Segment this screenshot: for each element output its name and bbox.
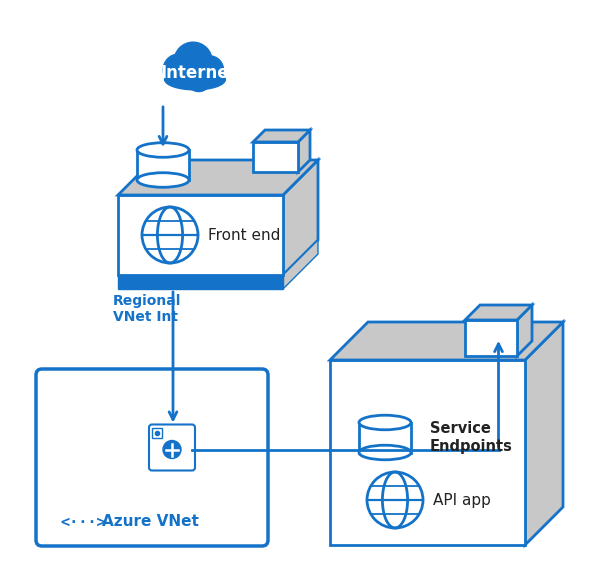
- FancyBboxPatch shape: [36, 369, 268, 546]
- Text: Azure VNet: Azure VNet: [102, 515, 199, 529]
- Ellipse shape: [137, 173, 189, 187]
- Circle shape: [163, 441, 181, 458]
- Polygon shape: [517, 305, 532, 356]
- Polygon shape: [118, 160, 318, 195]
- Polygon shape: [137, 150, 189, 180]
- Polygon shape: [330, 322, 563, 360]
- Text: API app: API app: [433, 493, 491, 507]
- Polygon shape: [283, 160, 318, 275]
- FancyBboxPatch shape: [149, 424, 195, 470]
- Ellipse shape: [359, 445, 411, 460]
- Ellipse shape: [137, 143, 189, 157]
- Polygon shape: [118, 275, 283, 289]
- Text: Service
Endpoints: Service Endpoints: [430, 422, 513, 454]
- Polygon shape: [253, 142, 298, 172]
- Text: Internet: Internet: [161, 64, 238, 82]
- Circle shape: [163, 54, 195, 86]
- Polygon shape: [465, 320, 517, 356]
- FancyBboxPatch shape: [152, 427, 162, 437]
- Ellipse shape: [359, 415, 411, 430]
- Polygon shape: [253, 130, 310, 142]
- Polygon shape: [525, 322, 563, 545]
- Polygon shape: [118, 195, 283, 275]
- Polygon shape: [283, 240, 318, 289]
- Text: <···>: <···>: [60, 515, 106, 529]
- Circle shape: [187, 67, 211, 92]
- Circle shape: [196, 56, 223, 84]
- Polygon shape: [359, 423, 411, 452]
- Polygon shape: [465, 305, 532, 320]
- Polygon shape: [298, 130, 310, 172]
- Polygon shape: [330, 360, 525, 545]
- Text: Front end: Front end: [208, 227, 280, 243]
- Ellipse shape: [164, 69, 226, 90]
- Text: Regional
VNet Int: Regional VNet Int: [113, 294, 181, 324]
- Circle shape: [174, 42, 212, 80]
